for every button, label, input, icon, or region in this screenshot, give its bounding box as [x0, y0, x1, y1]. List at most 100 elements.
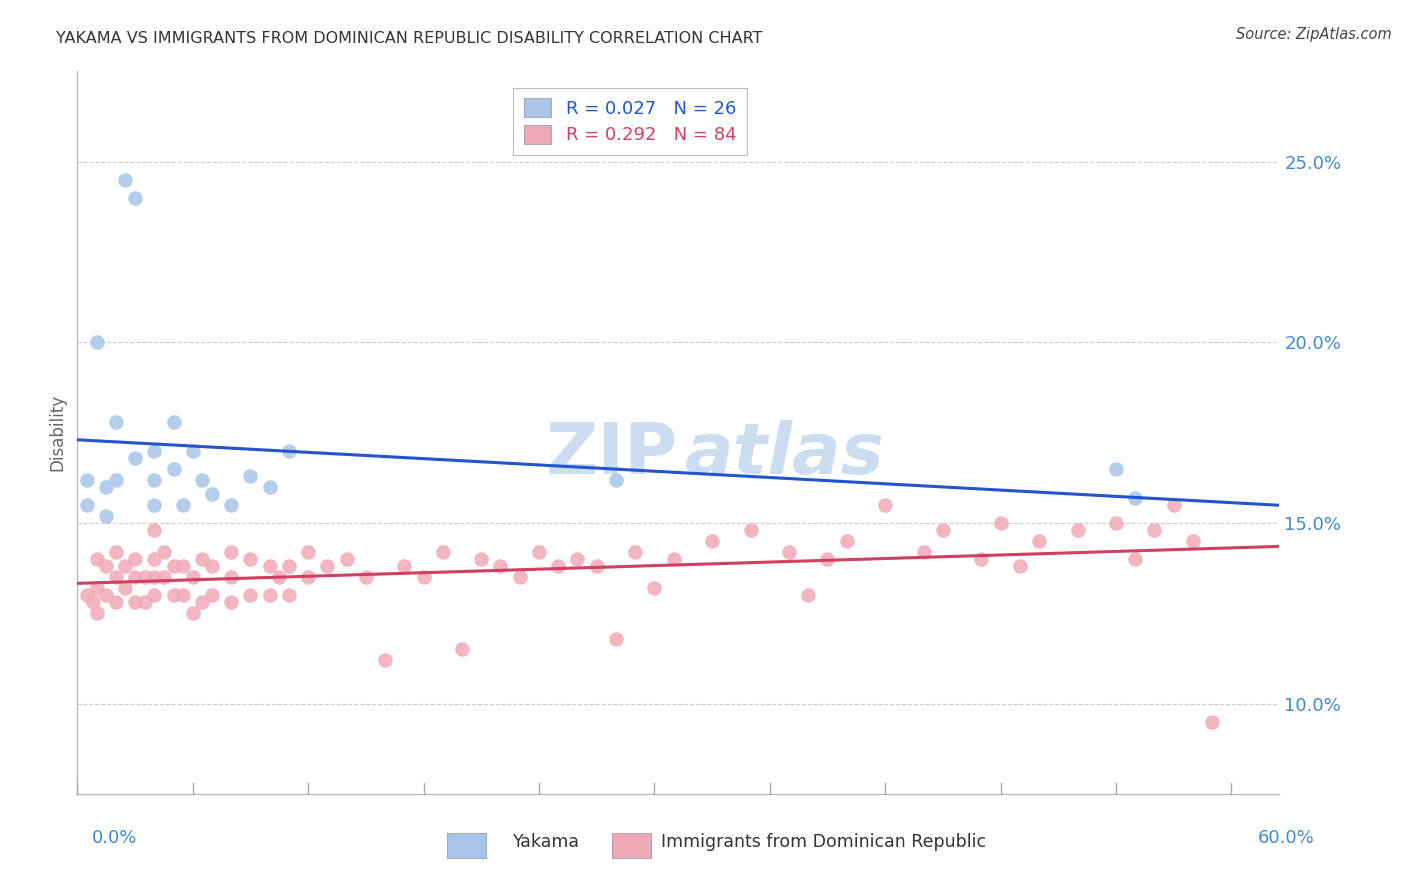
Point: [143, 588, 166, 602]
Point: [374, 653, 396, 667]
Point: [162, 588, 184, 602]
Point: [432, 545, 454, 559]
Point: [1143, 523, 1166, 537]
Point: [259, 559, 281, 574]
Point: [547, 559, 569, 574]
Y-axis label: Disability: Disability: [48, 394, 66, 471]
Point: [932, 523, 955, 537]
Point: [143, 498, 166, 512]
Point: [162, 415, 184, 429]
Point: [76, 498, 98, 512]
Text: Yakama: Yakama: [513, 833, 581, 851]
Point: [778, 545, 800, 559]
Point: [96, 508, 118, 523]
Point: [277, 443, 299, 458]
Point: [354, 570, 377, 584]
Point: [740, 523, 762, 537]
Point: [297, 570, 319, 584]
Point: [143, 523, 166, 537]
Point: [239, 552, 262, 566]
Point: [239, 588, 262, 602]
Point: [114, 581, 136, 595]
Point: [172, 498, 194, 512]
Point: [143, 552, 166, 566]
Point: [104, 595, 127, 609]
Point: [1181, 533, 1204, 548]
Point: [394, 559, 416, 574]
Point: [143, 570, 166, 584]
Point: [567, 552, 589, 566]
Point: [1008, 559, 1031, 574]
Point: [172, 588, 194, 602]
Point: [172, 559, 194, 574]
Point: [162, 559, 184, 574]
Point: [239, 469, 262, 483]
Point: [76, 588, 98, 602]
Point: [181, 607, 204, 621]
Point: [86, 581, 108, 595]
Point: [1123, 552, 1146, 566]
Point: [624, 545, 647, 559]
Point: [990, 516, 1012, 530]
Point: [124, 570, 146, 584]
Point: [114, 173, 136, 187]
Point: [297, 545, 319, 559]
Point: [191, 595, 214, 609]
Point: [191, 552, 214, 566]
Point: [104, 570, 127, 584]
Point: [1123, 491, 1146, 505]
Point: [181, 570, 204, 584]
Legend: R = 0.027   N = 26, R = 0.292   N = 84: R = 0.027 N = 26, R = 0.292 N = 84: [513, 87, 747, 155]
Point: [605, 473, 627, 487]
Point: [1066, 523, 1088, 537]
Point: [219, 595, 242, 609]
Point: [124, 450, 146, 465]
Point: [143, 443, 166, 458]
Point: [1163, 498, 1185, 512]
Point: [259, 480, 281, 494]
Point: [134, 595, 156, 609]
Point: [219, 498, 242, 512]
Point: [269, 570, 291, 584]
Point: [912, 545, 935, 559]
Point: [82, 595, 104, 609]
Point: [259, 588, 281, 602]
Text: Source: ZipAtlas.com: Source: ZipAtlas.com: [1236, 27, 1392, 42]
Point: [104, 545, 127, 559]
Point: [1201, 714, 1223, 729]
Point: [509, 570, 531, 584]
Point: [585, 559, 607, 574]
Point: [643, 581, 665, 595]
Point: [1105, 516, 1128, 530]
Point: [201, 559, 224, 574]
Point: [277, 559, 299, 574]
Point: [277, 588, 299, 602]
Point: [124, 595, 146, 609]
Point: [489, 559, 512, 574]
Point: [124, 191, 146, 205]
Point: [700, 533, 723, 548]
Point: [96, 559, 118, 574]
Point: [1028, 533, 1050, 548]
Point: [316, 559, 339, 574]
Text: atlas: atlas: [685, 420, 884, 489]
Point: [605, 632, 627, 646]
Point: [76, 473, 98, 487]
Text: Immigrants from Dominican Republic: Immigrants from Dominican Republic: [661, 833, 986, 851]
Point: [96, 480, 118, 494]
Point: [104, 473, 127, 487]
Point: [104, 415, 127, 429]
Point: [219, 545, 242, 559]
Point: [201, 588, 224, 602]
Point: [124, 552, 146, 566]
Point: [412, 570, 434, 584]
Point: [162, 461, 184, 475]
Point: [153, 545, 176, 559]
Point: [86, 335, 108, 350]
Text: 60.0%: 60.0%: [1258, 829, 1315, 847]
Point: [797, 588, 820, 602]
Point: [336, 552, 359, 566]
Point: [451, 642, 474, 657]
Point: [96, 588, 118, 602]
Point: [1105, 461, 1128, 475]
